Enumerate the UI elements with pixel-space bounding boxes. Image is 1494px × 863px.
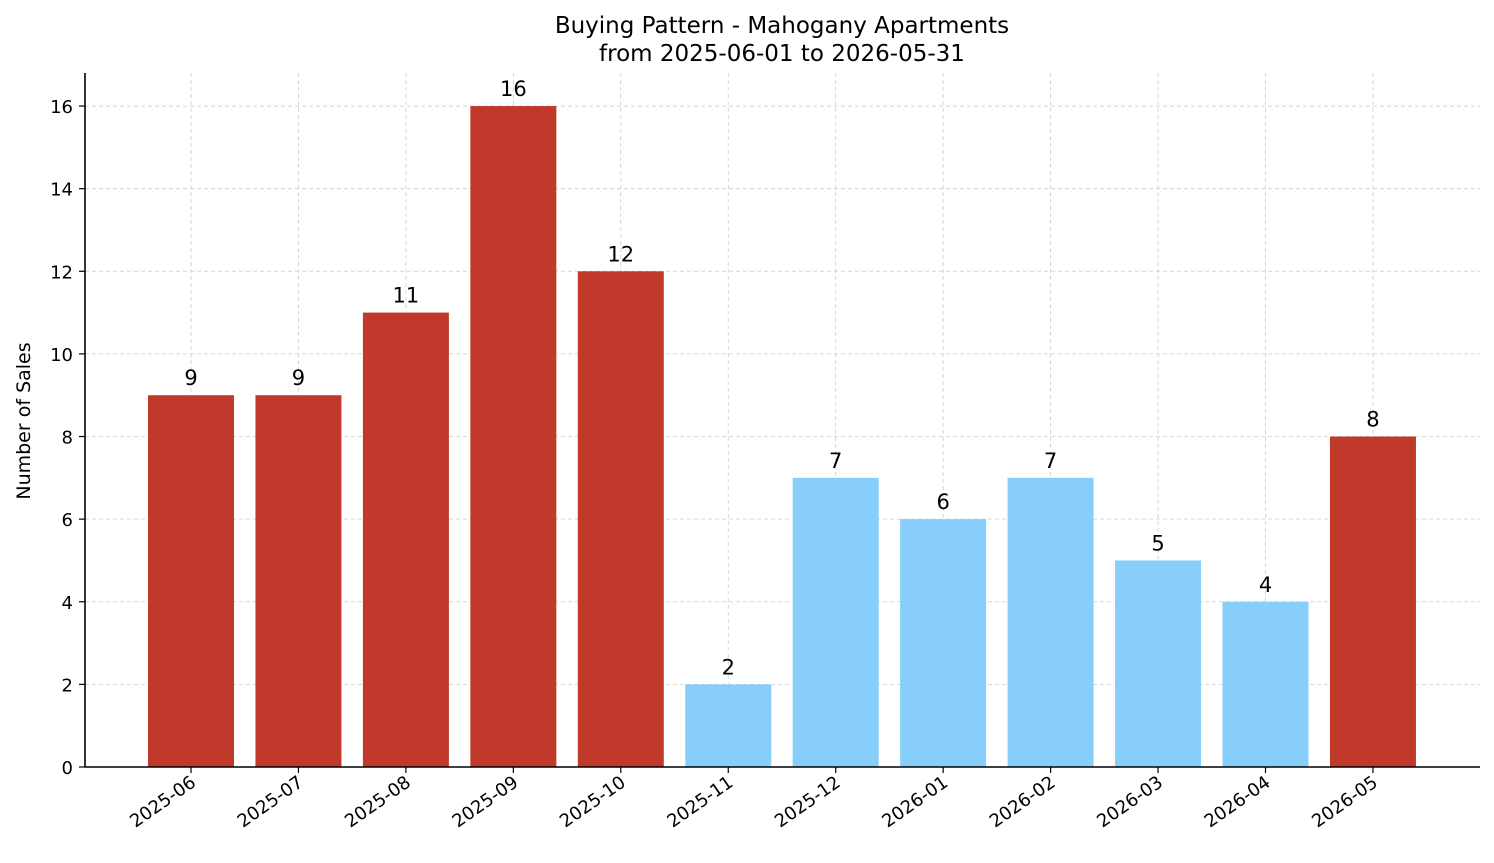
data-label: 6 <box>936 490 949 514</box>
bar-2026-05 <box>1329 436 1416 767</box>
chart-subtitle: from 2025-06-01 to 2026-05-31 <box>599 41 965 67</box>
x-tick-label: 2026-05 <box>1308 772 1382 832</box>
x-tick-label: 2025-08 <box>341 772 415 832</box>
data-label: 16 <box>500 77 527 101</box>
x-tick-label: 2025-09 <box>449 772 523 832</box>
y-tick-label: 14 <box>50 180 73 201</box>
y-tick-label: 8 <box>62 428 73 449</box>
bar-2026-01 <box>900 519 987 767</box>
data-label: 2 <box>722 655 735 679</box>
x-tick-label: 2025-07 <box>234 772 308 832</box>
y-tick-label: 12 <box>50 262 73 283</box>
bar-2025-10 <box>577 271 664 767</box>
y-tick-label: 16 <box>50 97 73 118</box>
bar-2026-03 <box>1115 560 1202 767</box>
data-label: 11 <box>393 284 420 308</box>
bar-2025-08 <box>362 312 449 767</box>
bar-2025-06 <box>148 395 234 767</box>
y-axis-label: Number of Sales <box>13 342 35 499</box>
x-tick-label: 2026-03 <box>1093 772 1167 832</box>
bar-2026-04 <box>1222 601 1309 767</box>
x-tick-label: 2025-06 <box>126 772 200 832</box>
data-label: 4 <box>1259 573 1272 597</box>
x-tick-label: 2026-01 <box>878 772 952 832</box>
axes <box>79 73 1480 773</box>
y-tick-label: 6 <box>62 510 73 531</box>
x-tick-label: 2025-10 <box>556 772 630 832</box>
chart-title: Buying Pattern - Mahogany Apartments <box>555 13 1009 39</box>
y-tick-label: 0 <box>62 758 73 779</box>
y-tick-label: 2 <box>62 675 73 696</box>
y-tick-label: 4 <box>62 593 73 614</box>
data-label: 5 <box>1151 531 1164 555</box>
data-label: 7 <box>829 449 842 473</box>
y-tick-labels: 0 2 4 6 8 10 12 14 16 <box>50 97 73 779</box>
x-tick-label: 2026-02 <box>986 772 1060 832</box>
x-tick-label: 2026-04 <box>1201 772 1275 832</box>
bar-2025-12 <box>792 477 879 767</box>
x-tick-labels: 2025-06 2025-07 2025-08 2025-09 2025-10 2025-… <box>126 772 1382 832</box>
bar-2025-11 <box>685 684 772 767</box>
x-tick-label: 2025-12 <box>771 772 845 832</box>
x-tick-label: 2025-11 <box>663 772 737 832</box>
data-label: 9 <box>184 366 197 390</box>
data-labels: 9 9 11 16 12 2 7 6 7 5 4 8 <box>184 77 1379 679</box>
data-label: 8 <box>1366 408 1379 432</box>
bar-2025-09 <box>470 106 557 768</box>
y-tick-label: 10 <box>50 345 73 366</box>
data-label: 12 <box>607 242 634 266</box>
data-label: 7 <box>1044 449 1057 473</box>
bars <box>148 106 1416 768</box>
bar-2025-07 <box>255 395 342 767</box>
data-label: 9 <box>292 366 305 390</box>
bar-2026-02 <box>1007 477 1094 767</box>
